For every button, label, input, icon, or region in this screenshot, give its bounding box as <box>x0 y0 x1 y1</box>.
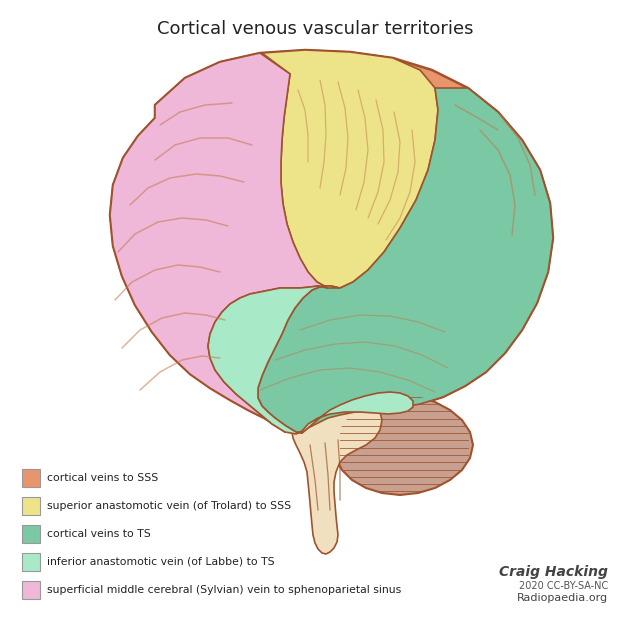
Polygon shape <box>262 50 438 288</box>
Text: Radiopaedia.org: Radiopaedia.org <box>517 593 608 603</box>
FancyBboxPatch shape <box>22 581 40 599</box>
FancyBboxPatch shape <box>22 525 40 543</box>
Polygon shape <box>208 286 413 434</box>
Polygon shape <box>258 88 553 433</box>
Text: cortical veins to SSS: cortical veins to SSS <box>47 473 158 483</box>
Polygon shape <box>110 53 328 432</box>
Text: 2020 CC-BY-SA-NC: 2020 CC-BY-SA-NC <box>518 581 608 591</box>
FancyBboxPatch shape <box>22 497 40 515</box>
Polygon shape <box>292 402 382 554</box>
Text: Craig Hacking: Craig Hacking <box>499 565 608 579</box>
Text: Cortical venous vascular territories: Cortical venous vascular territories <box>157 20 473 38</box>
Polygon shape <box>110 50 553 434</box>
Text: cortical veins to TS: cortical veins to TS <box>47 529 151 539</box>
Text: superficial middle cerebral (Sylvian) vein to sphenoparietal sinus: superficial middle cerebral (Sylvian) ve… <box>47 585 401 595</box>
Text: superior anastomotic vein (of Trolard) to SSS: superior anastomotic vein (of Trolard) t… <box>47 501 291 511</box>
Polygon shape <box>335 393 473 495</box>
FancyBboxPatch shape <box>22 553 40 571</box>
FancyBboxPatch shape <box>22 469 40 487</box>
Text: inferior anastomotic vein (of Labbe) to TS: inferior anastomotic vein (of Labbe) to … <box>47 557 275 567</box>
